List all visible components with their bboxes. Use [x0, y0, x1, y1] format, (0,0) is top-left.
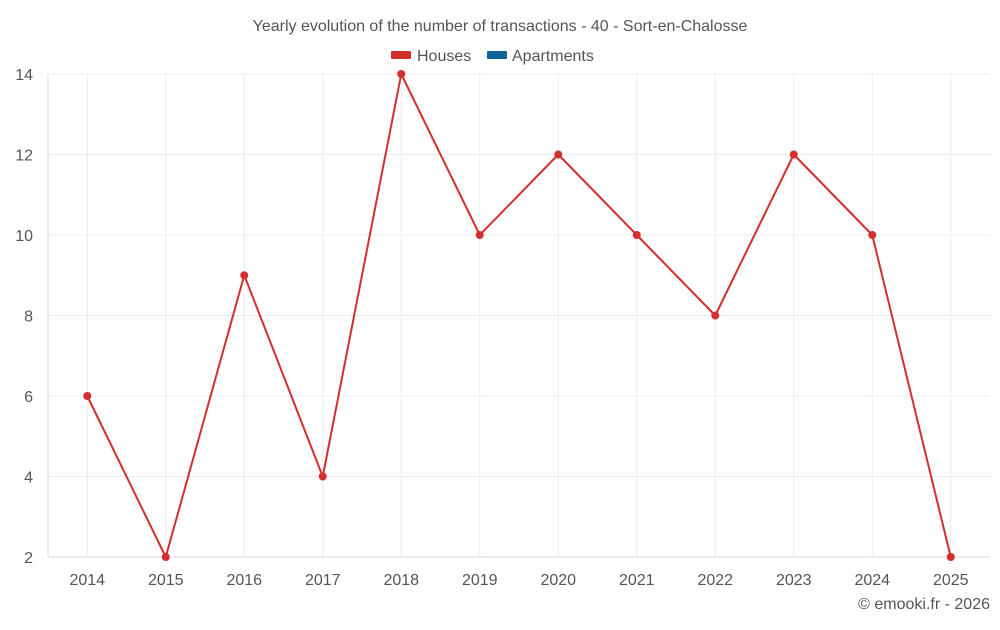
x-tick-label: 2019 — [462, 572, 498, 589]
data-point-houses[interactable] — [789, 150, 798, 159]
data-point-houses[interactable] — [161, 553, 170, 561]
legend-label-houses: Houses — [417, 48, 471, 65]
y-tick-label: 12 — [15, 148, 33, 165]
data-point-houses[interactable] — [946, 553, 955, 561]
data-point-houses[interactable] — [318, 472, 327, 481]
grid — [48, 73, 990, 557]
legend-swatch-apartments — [487, 51, 507, 59]
data-point-houses[interactable] — [868, 231, 877, 239]
y-tick-label: 4 — [24, 470, 33, 487]
x-tick-label: 2022 — [697, 572, 733, 589]
axes — [47, 74, 990, 558]
data-point-houses[interactable] — [475, 231, 484, 239]
data-point-houses[interactable] — [554, 150, 563, 159]
x-tick-label: 2018 — [383, 572, 419, 589]
y-tick-label: 10 — [15, 228, 33, 245]
x-tick-label: 2014 — [69, 572, 105, 589]
legend-swatch-houses — [391, 51, 411, 59]
y-tick-label: 2 — [24, 550, 33, 567]
y-tick-label: 8 — [24, 309, 33, 326]
x-tick-label: 2021 — [619, 572, 655, 589]
series-line-houses — [86, 73, 952, 558]
x-tick-label: 2015 — [148, 572, 184, 589]
x-axis-ticks: 2014 2015 2016 2017 2018 2019 2020 2021 2022 2023… — [69, 572, 968, 589]
legend: Houses Apartments — [391, 48, 594, 65]
data-point-houses[interactable] — [632, 231, 641, 239]
x-tick-label: 2025 — [933, 572, 969, 589]
chart-title: Yearly evolution of the number of transa… — [253, 18, 748, 35]
x-tick-label: 2017 — [305, 572, 341, 589]
y-tick-label: 6 — [24, 389, 33, 406]
data-point-houses[interactable] — [397, 70, 406, 78]
y-axis-ticks: 2 4 6 8 10 12 14 — [15, 67, 33, 567]
x-tick-label: 2023 — [776, 572, 812, 589]
x-tick-label: 2020 — [540, 572, 576, 589]
legend-item-apartments[interactable]: Apartments — [487, 48, 594, 65]
data-point-houses[interactable] — [711, 311, 720, 320]
legend-item-houses[interactable]: Houses — [391, 48, 471, 65]
data-point-houses[interactable] — [240, 271, 249, 280]
data-point-houses[interactable] — [83, 392, 92, 400]
series-houses — [83, 70, 955, 561]
x-tick-label: 2016 — [226, 572, 262, 589]
y-tick-label: 14 — [15, 67, 33, 84]
legend-label-apartments: Apartments — [512, 48, 594, 65]
footer-credit: © emooki.fr - 2026 — [858, 596, 990, 613]
x-tick-label: 2024 — [854, 572, 890, 589]
